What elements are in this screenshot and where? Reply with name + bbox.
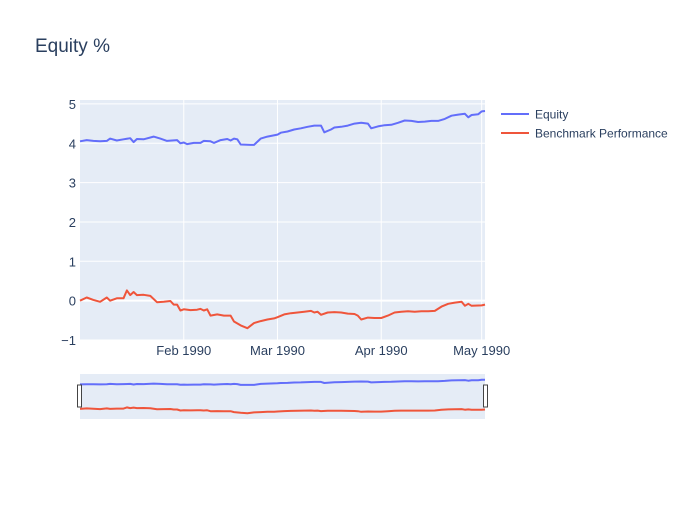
series-line-1[interactable] xyxy=(79,289,486,330)
plot-area[interactable] xyxy=(80,100,485,340)
series-line-0[interactable] xyxy=(79,110,486,146)
x-axis-ticks: Feb 1990 Mar 1990 Apr 1990 May 1990 xyxy=(156,343,510,358)
y-tick-label: 2 xyxy=(69,215,76,230)
chart-title: Equity % xyxy=(35,36,110,57)
y-tick-label: 5 xyxy=(69,97,76,112)
y-axis-ticks: −1 0 1 2 3 4 5 xyxy=(61,97,76,348)
legend-label-0[interactable]: Equity xyxy=(535,108,568,122)
range-slider-left-handle[interactable] xyxy=(77,384,82,408)
grid-lines xyxy=(80,100,485,341)
legend-label-1[interactable]: Benchmark Performance xyxy=(535,127,668,141)
y-tick-label: −1 xyxy=(61,333,76,348)
range-slider-series xyxy=(79,378,486,415)
mini-series-line-0 xyxy=(79,378,486,386)
y-tick-label: 4 xyxy=(69,136,76,151)
legend[interactable]: Equity Benchmark Performance xyxy=(501,108,668,141)
x-tick-label: May 1990 xyxy=(453,343,510,358)
range-slider-right-handle[interactable] xyxy=(483,384,488,408)
series-lines xyxy=(79,110,486,330)
range-slider[interactable] xyxy=(77,374,488,419)
y-tick-label: 0 xyxy=(69,294,76,309)
x-tick-label: Apr 1990 xyxy=(355,343,408,358)
mini-series-line-1 xyxy=(79,406,486,415)
x-tick-label: Feb 1990 xyxy=(156,343,211,358)
y-tick-label: 3 xyxy=(69,176,76,191)
x-tick-label: Mar 1990 xyxy=(250,343,305,358)
y-tick-label: 1 xyxy=(69,254,76,269)
